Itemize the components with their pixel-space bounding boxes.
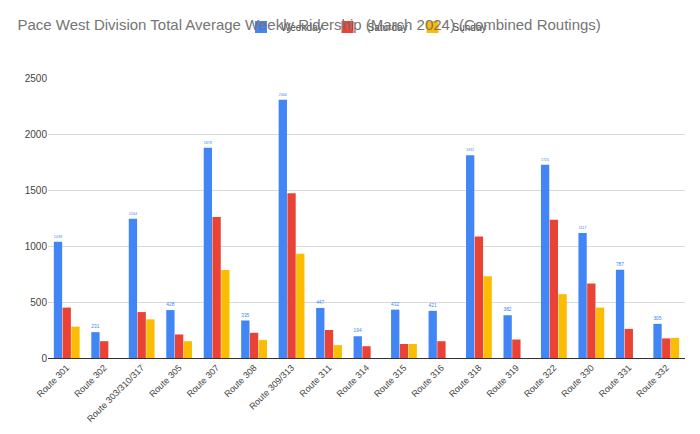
svg-text:1117: 1117 [578, 225, 586, 230]
svg-text:Route 332: Route 332 [634, 363, 670, 399]
svg-text:Route 330: Route 330 [559, 363, 595, 399]
svg-text:305: 305 [653, 316, 661, 321]
svg-text:Sunday: Sunday [453, 22, 487, 33]
svg-text:Route 307: Route 307 [185, 363, 221, 399]
svg-text:Route 311: Route 311 [298, 363, 334, 399]
svg-text:421: 421 [429, 303, 437, 308]
svg-text:1000: 1000 [25, 241, 48, 252]
svg-text:1725: 1725 [541, 158, 549, 162]
svg-text:Pace West Division Total Avera: Pace West Division Total Average Weekly … [18, 16, 601, 33]
svg-text:Route 315: Route 315 [372, 363, 408, 399]
svg-text:Route 316: Route 316 [410, 363, 446, 399]
svg-text:194: 194 [354, 328, 362, 333]
svg-text:1878: 1878 [204, 141, 212, 145]
svg-text:Route 308: Route 308 [222, 363, 258, 399]
svg-text:1244: 1244 [129, 212, 137, 216]
svg-text:Route 303/310/317: Route 303/310/317 [85, 363, 146, 424]
svg-text:447: 447 [316, 300, 324, 305]
svg-text:428: 428 [166, 302, 174, 307]
svg-text:2306: 2306 [279, 93, 287, 97]
svg-text:2000: 2000 [25, 129, 48, 140]
svg-text:Route 331: Route 331 [597, 363, 633, 399]
svg-text:1039: 1039 [54, 235, 62, 239]
svg-text:Route 302: Route 302 [72, 363, 108, 399]
svg-text:Route 305: Route 305 [147, 363, 183, 399]
svg-text:Route 318: Route 318 [447, 363, 483, 399]
svg-text:382: 382 [504, 307, 512, 312]
svg-text:2500: 2500 [25, 73, 48, 84]
svg-text:Route 314: Route 314 [335, 363, 371, 399]
svg-text:1500: 1500 [25, 185, 48, 196]
svg-text:231: 231 [91, 324, 99, 329]
svg-text:0: 0 [41, 353, 47, 364]
svg-text:Route 319: Route 319 [485, 363, 521, 399]
svg-text:335: 335 [241, 313, 249, 318]
svg-text:432: 432 [391, 302, 399, 307]
svg-text:500: 500 [30, 297, 47, 308]
svg-text:Weekday: Weekday [281, 22, 323, 33]
svg-text:Saturday: Saturday [368, 22, 408, 33]
svg-text:1811: 1811 [466, 148, 474, 152]
svg-text:Route 301: Route 301 [35, 363, 71, 399]
svg-text:Route 322: Route 322 [522, 363, 558, 399]
svg-text:787: 787 [616, 262, 624, 267]
svg-text:Route 309/313: Route 309/313 [247, 363, 296, 412]
